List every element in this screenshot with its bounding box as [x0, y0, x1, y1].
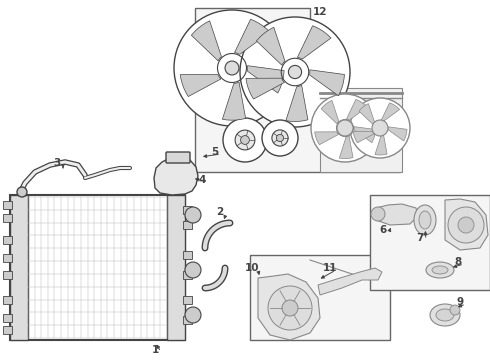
Text: 7: 7	[416, 233, 424, 243]
Polygon shape	[359, 104, 374, 124]
Text: 12: 12	[313, 7, 327, 17]
Bar	[183, 251, 192, 259]
Bar	[3, 296, 12, 304]
Bar	[370, 195, 490, 290]
Circle shape	[376, 125, 384, 132]
Polygon shape	[445, 199, 488, 250]
Ellipse shape	[436, 309, 454, 321]
Circle shape	[241, 136, 249, 144]
Text: 5: 5	[211, 147, 219, 157]
FancyBboxPatch shape	[166, 152, 190, 163]
Circle shape	[337, 120, 353, 136]
Polygon shape	[246, 78, 284, 99]
Bar	[250, 255, 390, 340]
Circle shape	[225, 61, 239, 75]
Polygon shape	[235, 19, 270, 54]
Circle shape	[262, 120, 298, 156]
Bar	[167, 195, 185, 340]
Circle shape	[235, 130, 255, 150]
Polygon shape	[318, 268, 382, 295]
Bar	[183, 316, 192, 324]
Polygon shape	[353, 131, 374, 143]
Polygon shape	[375, 135, 387, 155]
Circle shape	[268, 286, 312, 330]
Circle shape	[448, 207, 484, 243]
Polygon shape	[315, 132, 339, 145]
Text: 6: 6	[379, 225, 387, 235]
Polygon shape	[354, 127, 375, 143]
Polygon shape	[154, 157, 198, 195]
Bar	[183, 296, 192, 304]
Bar	[3, 271, 12, 279]
Text: 2: 2	[217, 207, 223, 217]
Circle shape	[341, 124, 349, 132]
Polygon shape	[195, 8, 400, 172]
Polygon shape	[340, 136, 353, 159]
Circle shape	[174, 10, 290, 126]
Ellipse shape	[432, 266, 448, 274]
Bar	[183, 271, 192, 279]
Bar	[3, 214, 12, 222]
Circle shape	[272, 130, 288, 146]
Bar	[183, 221, 192, 229]
Polygon shape	[247, 66, 284, 93]
Polygon shape	[180, 75, 221, 96]
Circle shape	[372, 120, 388, 136]
Polygon shape	[346, 99, 367, 120]
Circle shape	[450, 305, 460, 315]
Circle shape	[371, 207, 385, 221]
Polygon shape	[256, 27, 285, 65]
Polygon shape	[310, 70, 344, 96]
Circle shape	[458, 217, 474, 233]
Circle shape	[185, 262, 201, 278]
Polygon shape	[321, 100, 339, 124]
Circle shape	[185, 207, 201, 223]
Bar	[3, 326, 12, 334]
Polygon shape	[286, 85, 308, 121]
Polygon shape	[258, 274, 320, 340]
Bar	[320, 88, 402, 172]
Circle shape	[276, 134, 284, 141]
Text: 11: 11	[323, 263, 337, 273]
Polygon shape	[376, 204, 418, 225]
Ellipse shape	[414, 205, 436, 235]
Text: 3: 3	[53, 158, 61, 168]
Polygon shape	[297, 26, 331, 59]
Ellipse shape	[426, 262, 454, 278]
Bar	[3, 314, 12, 322]
Circle shape	[223, 118, 267, 162]
Polygon shape	[381, 103, 400, 121]
Bar	[3, 236, 12, 244]
Text: 1: 1	[151, 345, 159, 355]
Ellipse shape	[419, 211, 431, 229]
Polygon shape	[192, 21, 221, 61]
Circle shape	[240, 17, 350, 127]
Ellipse shape	[430, 304, 460, 326]
Circle shape	[350, 98, 410, 158]
Bar	[3, 201, 12, 209]
Circle shape	[311, 94, 379, 162]
Polygon shape	[388, 127, 407, 141]
Bar	[183, 206, 192, 214]
Bar	[10, 195, 185, 340]
Text: 9: 9	[457, 297, 464, 307]
Circle shape	[185, 307, 201, 323]
Circle shape	[17, 187, 27, 197]
Text: 10: 10	[245, 263, 259, 273]
Polygon shape	[222, 82, 245, 120]
Circle shape	[289, 66, 302, 78]
Circle shape	[282, 300, 298, 316]
Bar	[3, 254, 12, 262]
Bar	[10, 195, 28, 340]
Text: 4: 4	[198, 175, 206, 185]
Text: 8: 8	[454, 257, 462, 267]
